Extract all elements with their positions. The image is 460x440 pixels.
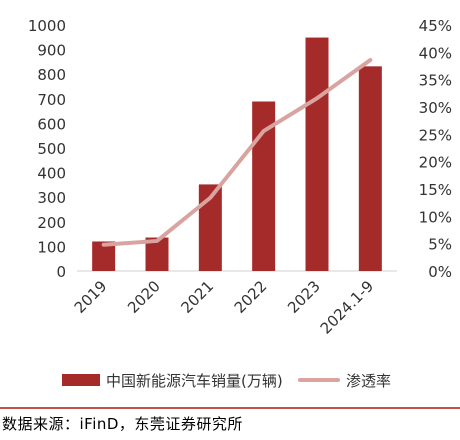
x-axis-tick-label: 2022 [231,277,271,317]
left-axis-tick-label: 300 [37,189,66,207]
right-axis-tick-label: 5% [428,236,452,254]
left-y-axis: 0 100 200 300 400 500 600 700 800 900 1000 [28,17,66,281]
legend-label-penetration: 渗透率 [346,371,392,390]
right-axis-tick-label: 35% [419,72,452,90]
source-note: 数据来源：iFinD，东莞证券研究所 [2,415,243,433]
legend-line-swatch [298,378,340,382]
left-axis-tick-label: 500 [37,140,66,158]
right-axis-tick-label: 15% [419,181,452,199]
left-axis-tick-label: 800 [37,66,66,84]
x-axis-tick-label: 2019 [71,277,111,317]
x-axis-tick-label: 2023 [284,277,324,317]
bar [305,37,329,271]
left-axis-tick-label: 400 [37,165,66,183]
legend: 中国新能源汽车销量(万辆) 渗透率 [0,366,460,394]
right-axis-tick-label: 0% [428,263,452,281]
left-axis-tick-label: 200 [37,214,66,232]
left-axis-tick-label: 1000 [28,17,66,35]
x-axis-tick-label: 2020 [124,277,164,317]
legend-item-sales: 中国新能源汽车销量(万辆) [62,366,283,394]
right-axis-tick-label: 45% [419,17,452,35]
bar [358,66,382,271]
bar [198,184,222,271]
left-axis-tick-label: 600 [37,115,66,133]
legend-item-penetration: 渗透率 [298,366,391,394]
left-axis-tick-label: 0 [56,263,66,281]
left-axis-tick-label: 100 [37,238,66,256]
right-axis-tick-label: 10% [419,208,452,226]
source-divider [0,407,460,409]
legend-bar-swatch [62,374,100,386]
right-y-axis: 0% 5% 10% 15% 20% 25% 30% 35% 40% 45% [419,17,452,281]
legend-label-sales: 中国新能源汽车销量(万辆) [106,371,283,390]
right-axis-tick-label: 25% [419,126,452,144]
left-axis-tick-label: 900 [37,42,66,60]
bar-series [92,37,382,271]
left-axis-tick-label: 700 [37,91,66,109]
x-axis-tick-label: 2024.1-9 [317,277,377,337]
line-series [101,57,373,247]
right-axis-tick-label: 30% [419,99,452,117]
combo-chart: 0 100 200 300 400 500 600 700 800 900 1000 0% 5% 10%… [28,17,452,338]
bar [145,237,169,271]
bar [252,101,276,271]
x-axis-tick-label: 2021 [177,277,217,317]
right-axis-tick-label: 20% [419,154,452,172]
right-axis-tick-label: 40% [419,44,452,62]
bar [92,241,116,271]
penetration-line [101,57,373,247]
